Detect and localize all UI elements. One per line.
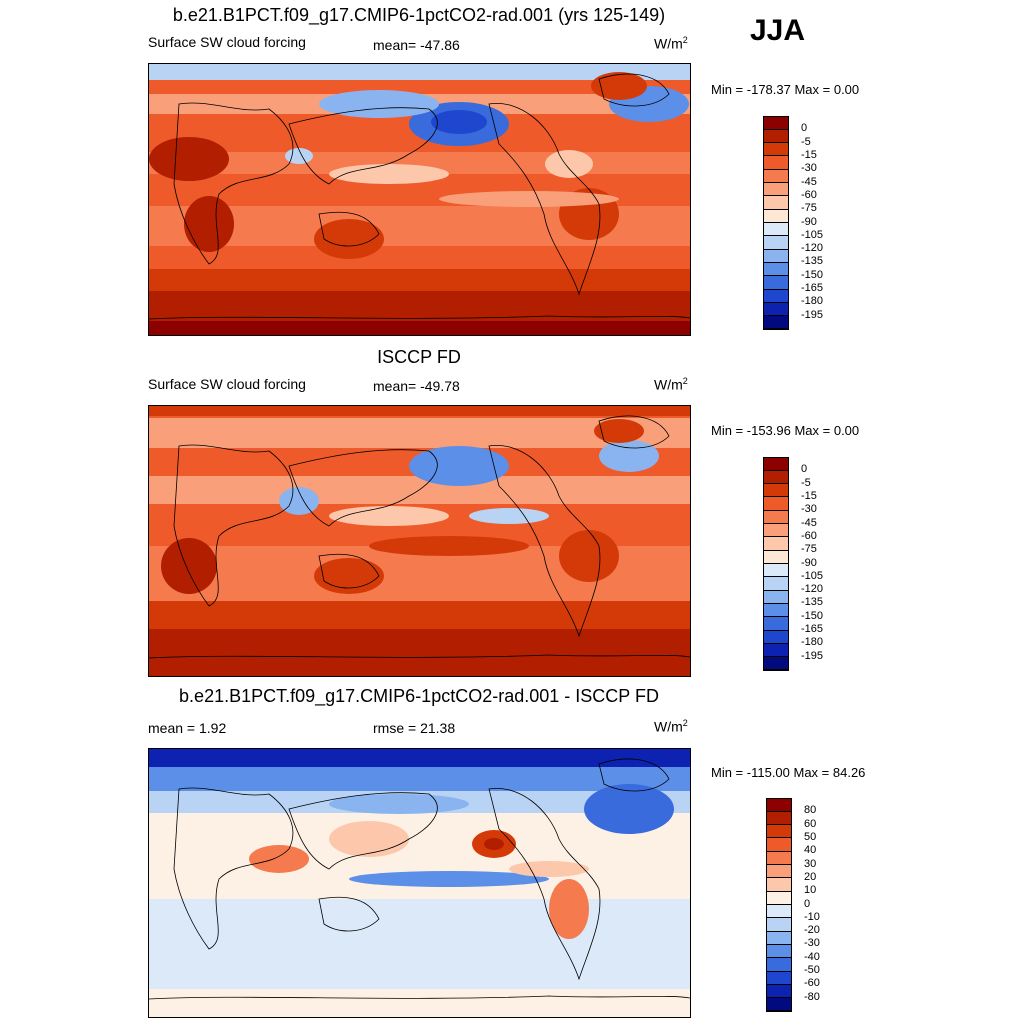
panel-3-map — [148, 748, 691, 1018]
panel-2-colorbar: 0 -5 -15 -30 -45 -60 -75 -90 -105 -120 -135 -150 -16… — [763, 457, 843, 671]
colorbar-label: -5 — [801, 135, 811, 148]
season-label: JJA — [750, 14, 806, 47]
colorbar-label: -120 — [801, 242, 824, 255]
colorbar-label: 0 — [801, 122, 808, 135]
colorbar-label: -40 — [804, 950, 820, 963]
colorbar-label: -90 — [801, 215, 817, 228]
colorbar-label: -5 — [801, 476, 811, 489]
panel-1-colorbar: 0 -5 -15 -30 -45 -60 -75 -90 -105 -120 -135 -150 -16… — [763, 116, 843, 330]
panel-1-field — [149, 64, 690, 335]
colorbar-label: -90 — [801, 556, 817, 569]
colorbar-label: -60 — [801, 188, 817, 201]
panel-2-title: ISCCP FD — [377, 347, 461, 367]
colorbar-label: -165 — [801, 282, 824, 295]
colorbar-label: 50 — [804, 830, 817, 843]
panel-3-units: W/m2 — [654, 718, 688, 735]
panel-2-minmax: Min = -153.96 Max = 0.00 — [711, 423, 860, 438]
colorbar-label: -165 — [801, 623, 824, 636]
colorbar-label: -150 — [801, 609, 824, 622]
panel-2-field — [149, 406, 690, 676]
colorbar-label: 30 — [804, 857, 817, 870]
panel-1-minmax: Min = -178.37 Max = 0.00 — [711, 82, 860, 97]
colorbar-label: 80 — [804, 804, 817, 817]
colorbar-label: 0 — [804, 897, 811, 910]
colorbar-label: -15 — [801, 148, 817, 161]
colorbar-label: -105 — [801, 569, 824, 582]
panel-3-mean: mean = 1.92 — [148, 720, 227, 736]
panel-1-title: b.e21.B1PCT.f09_g17.CMIP6-1pctCO2-rad.00… — [172, 5, 666, 25]
colorbar-label: -180 — [801, 295, 824, 308]
colorbar-label: -60 — [801, 529, 817, 542]
colorbar-label: -45 — [801, 175, 817, 188]
panel-2-units: W/m2 — [654, 376, 688, 393]
panel-3-rmse: rmse = 21.38 — [373, 720, 456, 736]
panel-2-variable: Surface SW cloud forcing — [148, 376, 306, 392]
colorbar-label: -60 — [804, 977, 820, 990]
colorbar-label: -150 — [801, 268, 824, 281]
panel-3-field — [149, 749, 690, 1017]
colorbar-label: -120 — [801, 583, 824, 596]
panel-3-minmax: Min = -115.00 Max = 84.26 — [711, 765, 866, 780]
colorbar-label: 60 — [804, 817, 817, 830]
colorbar-label: -20 — [804, 924, 820, 937]
panel-1-map — [148, 63, 691, 336]
colorbar-label: 40 — [804, 844, 817, 857]
colorbar-label: 10 — [804, 884, 817, 897]
colorbar-label: -30 — [801, 162, 817, 175]
colorbar-label: -195 — [801, 649, 824, 662]
colorbar-label: -75 — [801, 202, 817, 215]
colorbar-label: 20 — [804, 870, 817, 883]
colorbar-label: -30 — [804, 937, 820, 950]
colorbar-label: -10 — [804, 910, 820, 923]
colorbar-label: -15 — [801, 489, 817, 502]
colorbar-label: -30 — [801, 503, 817, 516]
panel-3-colorbar: 80 60 50 40 30 20 10 0 -10 -20 -30 -40 -50 -60 -80 — [766, 798, 846, 1012]
colorbar-label: -135 — [801, 255, 824, 268]
colorbar-label: -45 — [801, 516, 817, 529]
colorbar-label: -50 — [804, 964, 820, 977]
colorbar-label: -135 — [801, 596, 824, 609]
panel-2-map — [148, 405, 691, 677]
colorbar-label: -80 — [804, 990, 820, 1003]
colorbar-label: -105 — [801, 228, 824, 241]
panel-1-variable: Surface SW cloud forcing — [148, 34, 306, 50]
colorbar-label: -195 — [801, 308, 824, 321]
panel-2-mean: mean= -49.78 — [373, 378, 460, 394]
panel-3-title: b.e21.B1PCT.f09_g17.CMIP6-1pctCO2-rad.00… — [179, 686, 659, 706]
colorbar-label: -180 — [801, 636, 824, 649]
colorbar-label: -75 — [801, 543, 817, 556]
panel-1-units: W/m2 — [654, 35, 688, 52]
panel-1-mean: mean= -47.86 — [373, 37, 460, 53]
colorbar-label: 0 — [801, 463, 808, 476]
